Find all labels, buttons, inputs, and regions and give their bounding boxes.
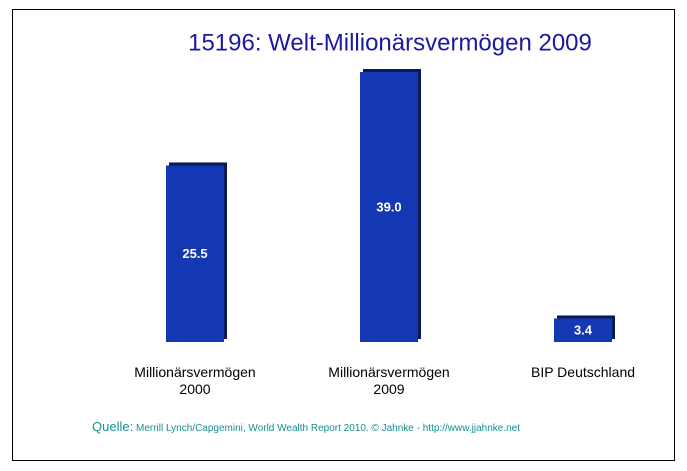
value-label: 25.5 [182,246,207,261]
bar [166,165,224,342]
x-tick-label: Millionärsvermögen 2000 [134,364,256,397]
source: Quelle: Merrill Lynch/Capgemini, World W… [92,419,592,434]
source-text: Merrill Lynch/Capgemini, World Wealth Re… [135,423,521,434]
x-tick-label: Millionärsvermögen 2009 [328,364,450,397]
source-label: Quelle: [92,419,134,434]
value-label: 3.4 [574,323,593,338]
value-label: 39.0 [376,199,401,214]
chart-title: 15196: Welt-Millionärsvermögen 2009 [188,29,592,56]
x-tick-label: BIP Deutschland [530,364,636,380]
bar [554,318,612,342]
frame [12,9,675,461]
bar [360,72,418,342]
